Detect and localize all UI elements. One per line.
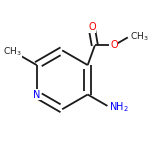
Text: CH$_3$: CH$_3$: [3, 46, 22, 58]
Text: NH$_2$: NH$_2$: [109, 100, 129, 114]
Text: N: N: [33, 90, 40, 100]
Text: O: O: [88, 22, 96, 32]
Text: O: O: [110, 40, 118, 50]
Text: CH$_3$: CH$_3$: [130, 30, 149, 43]
